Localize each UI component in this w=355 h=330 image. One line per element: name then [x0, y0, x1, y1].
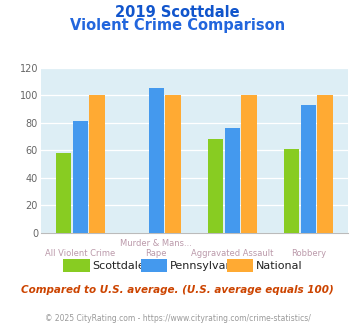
Bar: [225, 128, 240, 233]
Bar: [301, 105, 316, 233]
Bar: [241, 95, 257, 233]
Text: All Violent Crime: All Violent Crime: [45, 249, 115, 258]
Bar: [73, 121, 88, 233]
Text: Pennsylvania: Pennsylvania: [170, 261, 244, 271]
Text: Murder & Mans...: Murder & Mans...: [120, 239, 192, 248]
Bar: [56, 153, 71, 233]
Text: 2019 Scottdale: 2019 Scottdale: [115, 5, 240, 20]
Text: Compared to U.S. average. (U.S. average equals 100): Compared to U.S. average. (U.S. average …: [21, 285, 334, 295]
Text: © 2025 CityRating.com - https://www.cityrating.com/crime-statistics/: © 2025 CityRating.com - https://www.city…: [45, 314, 310, 323]
Text: Aggravated Assault: Aggravated Assault: [191, 249, 274, 258]
Bar: [208, 139, 223, 233]
Bar: [165, 95, 181, 233]
Text: Violent Crime Comparison: Violent Crime Comparison: [70, 18, 285, 33]
Text: Rape: Rape: [146, 249, 167, 258]
Text: National: National: [256, 261, 303, 271]
Text: Robbery: Robbery: [291, 249, 326, 258]
Text: Scottdale: Scottdale: [93, 261, 146, 271]
Bar: [284, 149, 299, 233]
Bar: [149, 88, 164, 233]
Bar: [317, 95, 333, 233]
Bar: [89, 95, 105, 233]
